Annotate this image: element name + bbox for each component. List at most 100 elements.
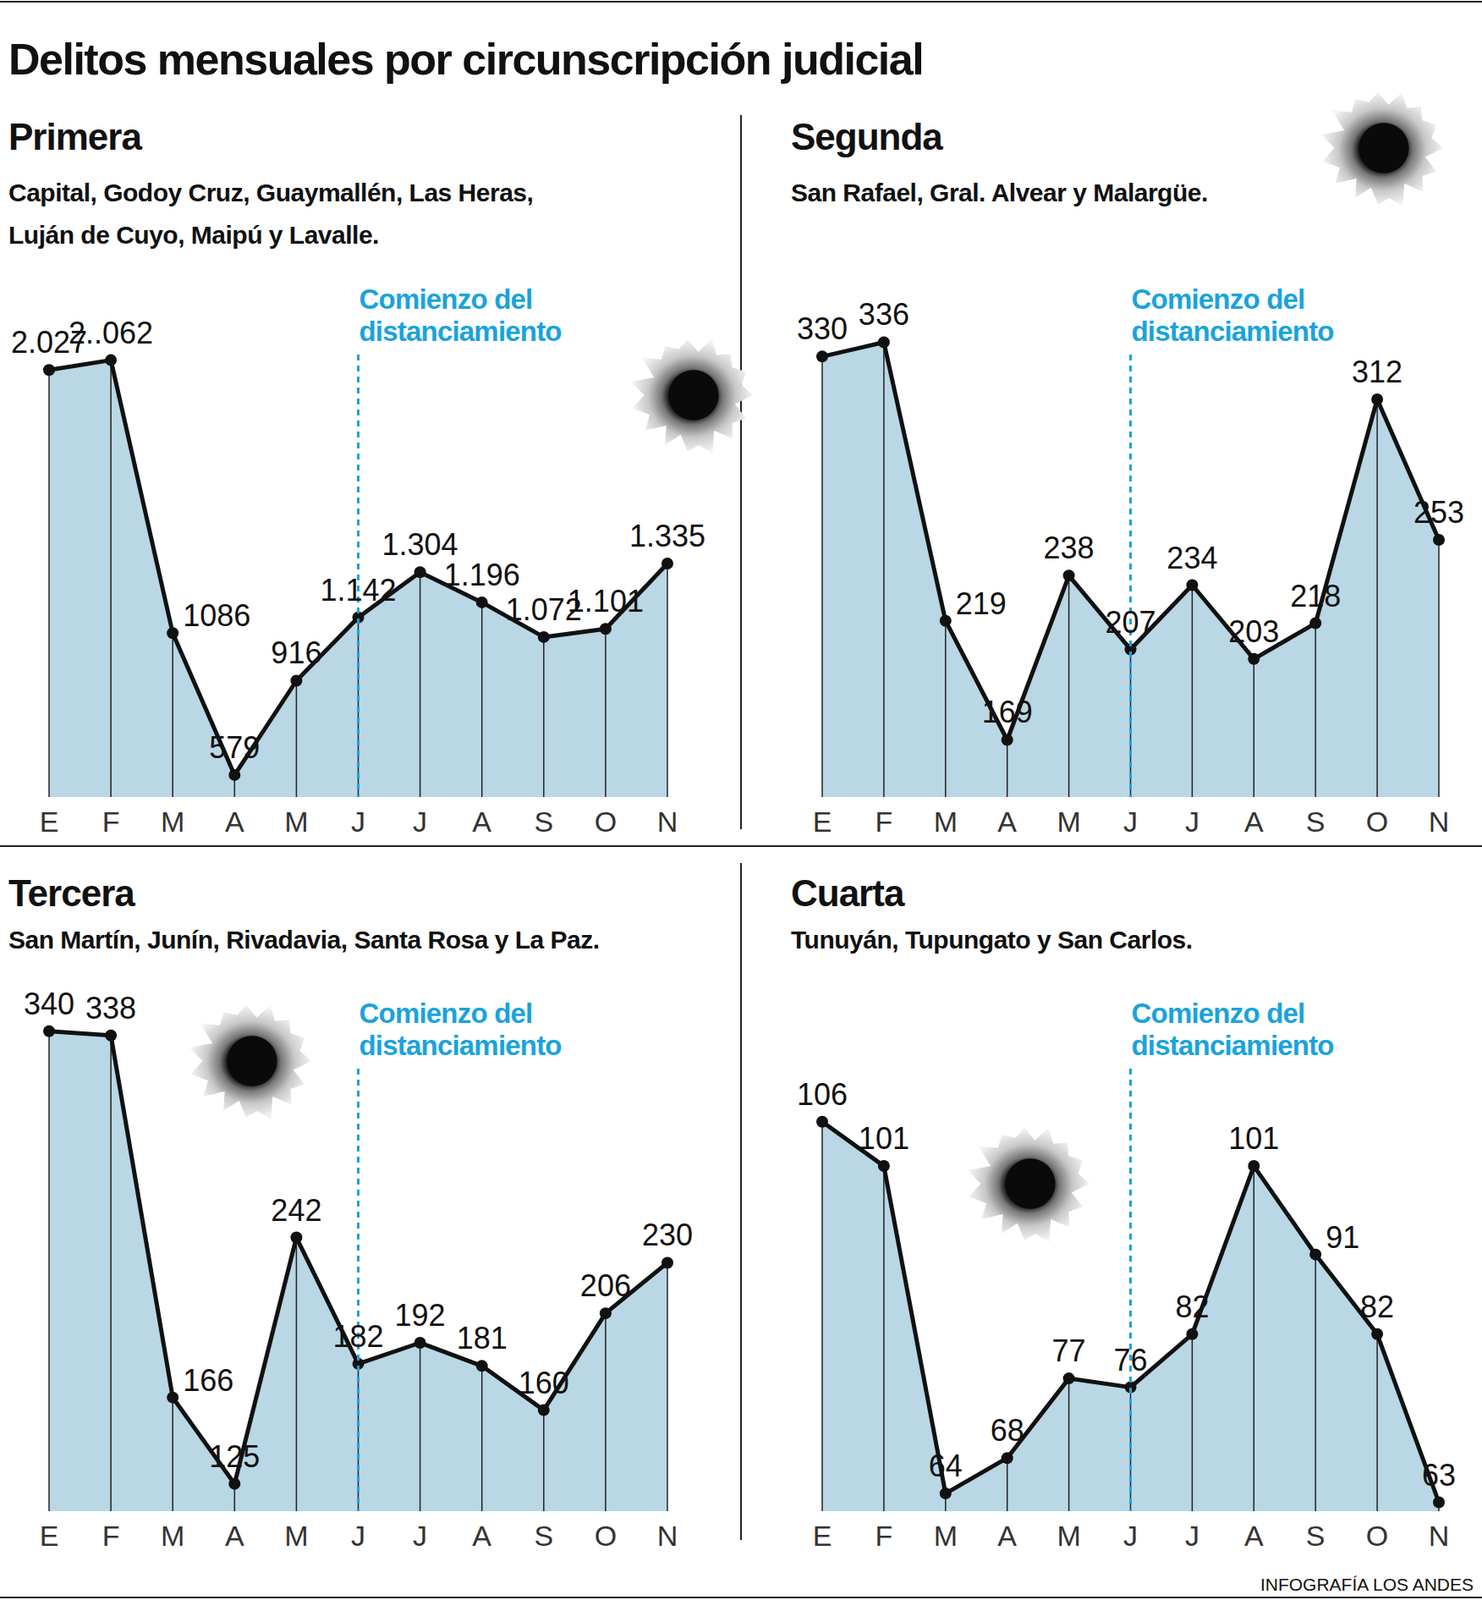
- drop-line: [171, 632, 174, 797]
- drop-line: [48, 369, 50, 797]
- tick-label: O: [594, 1519, 617, 1552]
- marker: [228, 1477, 241, 1490]
- tick-label: N: [1428, 805, 1450, 838]
- tick-label: O: [594, 805, 617, 838]
- bullet-hole: [631, 339, 753, 454]
- annotation-text: Comienzo del: [1131, 997, 1306, 1029]
- tick-label: E: [812, 805, 833, 838]
- marker: [1371, 393, 1384, 406]
- title: Delitos mensuales por circunscripción ju…: [8, 34, 923, 84]
- data-label: 1.335: [629, 518, 706, 554]
- marker: [476, 596, 489, 609]
- drop-line: [543, 636, 545, 797]
- divider: [740, 115, 742, 829]
- tick-label: O: [1366, 805, 1389, 838]
- drop-line: [1253, 1165, 1256, 1511]
- drop-line: [1376, 399, 1378, 797]
- drop-line: [883, 1165, 885, 1511]
- data-label: 1.142: [319, 572, 396, 608]
- data-label: 192: [395, 1297, 446, 1333]
- annotation-text: Comienzo del: [359, 997, 533, 1029]
- bullet-hole-rim: [1321, 92, 1444, 207]
- area: [49, 1031, 668, 1511]
- tick-label: A: [225, 1519, 245, 1552]
- drop-line: [1438, 539, 1440, 797]
- data-label: 219: [955, 586, 1007, 621]
- marker: [1185, 579, 1198, 592]
- panel-subtitle: Luján de Cuyo, Maipú y Lavalle.: [8, 220, 379, 249]
- bullet-hole: [967, 1127, 1090, 1242]
- marker: [476, 1359, 489, 1372]
- drop-line: [604, 628, 607, 797]
- panel: CuartaTunuyán, Tupungato y San Carlos.Co…: [790, 872, 1456, 1552]
- data-label: 218: [1289, 578, 1341, 614]
- drop-line: [1253, 658, 1256, 797]
- tick-label: J: [1123, 1519, 1138, 1552]
- data-label: 182: [332, 1318, 384, 1354]
- drop-line: [1191, 585, 1194, 797]
- marker: [939, 1487, 952, 1499]
- panel-subtitle: San Rafael, Gral. Alvear y Malargüe.: [790, 178, 1208, 207]
- credit: INFOGRAFÍA LOS ANDES: [1260, 1574, 1474, 1594]
- marker: [104, 1029, 117, 1042]
- tick-label: M: [160, 1519, 185, 1552]
- data-label: 101: [858, 1120, 910, 1156]
- marker: [1001, 1451, 1014, 1464]
- tick-label: F: [102, 805, 121, 838]
- marker: [43, 1025, 55, 1038]
- tick-label: E: [812, 1519, 833, 1552]
- tick-label: J: [351, 1519, 366, 1552]
- divider: [0, 845, 1482, 847]
- drop-line: [1006, 1457, 1009, 1511]
- marker: [104, 354, 117, 367]
- annotation-line: [1129, 1068, 1132, 1511]
- bullet-hole-center: [226, 1035, 277, 1086]
- drop-line: [543, 1410, 545, 1511]
- marker: [1063, 1372, 1076, 1384]
- annotation-text: Comienzo del: [359, 283, 533, 315]
- data-label: 203: [1228, 614, 1279, 649]
- drop-line: [109, 1035, 112, 1511]
- drop-line: [604, 1312, 607, 1511]
- data-label: 234: [1166, 540, 1218, 576]
- data-label: 338: [85, 990, 137, 1026]
- annotation-text: distanciamiento: [359, 1029, 562, 1061]
- drop-line: [666, 563, 669, 797]
- drop-line: [419, 1342, 422, 1511]
- data-label: 238: [1043, 530, 1095, 566]
- tick-label: S: [533, 805, 554, 838]
- tick-label: F: [102, 1519, 121, 1552]
- tick-label: S: [1306, 1519, 1326, 1552]
- tick-label: A: [997, 805, 1017, 838]
- annotation-line: [356, 1068, 360, 1511]
- data-label: 169: [982, 694, 1033, 730]
- drop-line: [944, 620, 947, 797]
- plot-area: [43, 354, 674, 797]
- data-label: 181: [456, 1320, 508, 1356]
- drop-line: [1006, 739, 1009, 797]
- drop-line: [109, 360, 112, 797]
- data-label: 2..062: [68, 315, 154, 351]
- marker: [599, 1306, 612, 1319]
- data-label: 330: [796, 311, 848, 346]
- data-label: 916: [270, 635, 322, 670]
- data-label: 242: [270, 1192, 322, 1228]
- data-label: 230: [642, 1217, 693, 1252]
- marker: [166, 1391, 179, 1404]
- tick-label: S: [533, 1519, 554, 1552]
- tick-label: A: [997, 1519, 1017, 1552]
- panel: TerceraSan Martín, Junín, Rivadavia, San…: [8, 872, 693, 1552]
- tick-label: A: [1244, 805, 1264, 838]
- marker: [661, 557, 674, 570]
- tick-label: M: [284, 1519, 308, 1552]
- panel: SegundaSan Rafael, Gral. Alvear y Malarg…: [790, 115, 1465, 838]
- panel-title: Cuarta: [790, 872, 906, 914]
- marker: [537, 631, 550, 643]
- background: [0, 0, 1482, 1600]
- marker: [414, 1336, 427, 1349]
- frame-line: [0, 1596, 1482, 1598]
- annotation-text: Comienzo del: [1131, 283, 1306, 315]
- data-label: 253: [1413, 494, 1465, 530]
- marker: [1309, 617, 1322, 630]
- drop-line: [1191, 1333, 1194, 1511]
